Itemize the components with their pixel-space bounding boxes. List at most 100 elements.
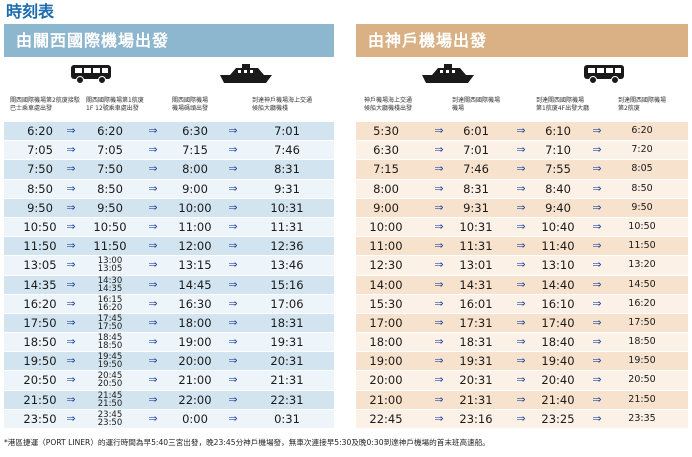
table-row: 11:50 11:50 12:00 12:36 ⇒ ⇒ ⇒: [4, 237, 334, 257]
time-cell: 8:31: [274, 162, 300, 177]
arrow-icon: ⇒: [228, 373, 238, 387]
table-row: 19:00 19:31 19:40 19:50 ⇒ ⇒ ⇒: [356, 352, 688, 372]
ship-icon: [218, 63, 274, 89]
column-header: 關西國際機場第2航廈接駁 巴士乘車處出發: [10, 97, 80, 112]
arrow-icon: ⇒: [592, 277, 602, 291]
arrow-icon: ⇒: [148, 162, 158, 176]
time-cell: 17:50: [628, 316, 656, 328]
time-cell: 9:40: [545, 200, 571, 215]
time-cell: 20:00: [178, 354, 212, 369]
arrow-icon: ⇒: [434, 143, 444, 157]
arrow-icon: ⇒: [516, 200, 526, 214]
time-cell: 7:55: [545, 162, 571, 177]
ship-icon: [420, 63, 476, 89]
arrow-icon: ⇒: [66, 181, 76, 195]
arrow-icon: ⇒: [516, 315, 526, 329]
time-cell: 11:00: [369, 239, 403, 254]
time-cell: 19:45 19:50: [97, 352, 123, 371]
time-cell: 19:00: [178, 335, 212, 350]
arrow-icon: ⇒: [148, 181, 158, 195]
arrow-icon: ⇒: [516, 335, 526, 349]
arrow-icon: ⇒: [434, 411, 444, 425]
time-cell: 23:35: [628, 412, 656, 424]
time-cell: 21:50: [23, 392, 57, 407]
time-cell: 14:50: [628, 278, 656, 290]
arrow-icon: ⇒: [516, 239, 526, 253]
time-cell: 16:20: [628, 297, 656, 309]
arrow-icon: ⇒: [228, 258, 238, 272]
time-cell: 8:00: [182, 162, 208, 177]
time-cell: 21:31: [459, 392, 493, 407]
arrow-icon: ⇒: [516, 219, 526, 233]
arrow-icon: ⇒: [148, 124, 158, 137]
time-cell: 14:40: [541, 277, 575, 292]
time-cell: 5:30: [373, 124, 399, 138]
time-cell: 13:46: [270, 258, 304, 273]
time-cell: 19:31: [459, 354, 493, 369]
time-cell: 7:05: [97, 143, 123, 158]
time-cell: 20:45 20:50: [97, 371, 123, 390]
time-cell: 14:45: [178, 277, 212, 292]
table-row: 12:30 13:01 13:10 13:20 ⇒ ⇒ ⇒: [356, 256, 688, 276]
time-cell: 11:50: [93, 239, 127, 254]
time-cell: 11:00: [178, 219, 212, 234]
column-header: 到達關西國際機場 第1航廈4F出發大廳: [536, 97, 590, 112]
arrow-icon: ⇒: [592, 181, 602, 195]
arrow-icon: ⇒: [516, 124, 526, 137]
time-cell: 18:00: [178, 315, 212, 330]
time-cell: 7:05: [27, 143, 53, 158]
arrow-icon: ⇒: [66, 162, 76, 176]
time-cell: 11:31: [270, 219, 304, 234]
table-row: 22:45 23:16 23:25 23:35 ⇒ ⇒ ⇒: [356, 409, 688, 429]
arrow-icon: ⇒: [516, 162, 526, 176]
time-cell: 7:50: [27, 162, 53, 177]
table-row: 10:00 10:31 10:40 10:50 ⇒ ⇒ ⇒: [356, 217, 688, 238]
arrow-icon: ⇒: [592, 392, 602, 406]
arrow-icon: ⇒: [434, 277, 444, 291]
time-cell: 19:40: [541, 354, 575, 369]
time-cell: 18:45 18:50: [97, 333, 123, 352]
time-cell: 13:05: [23, 258, 57, 273]
table-row: 11:00 11:31 11:40 11:50 ⇒ ⇒ ⇒: [356, 237, 688, 257]
arrow-icon: ⇒: [592, 335, 602, 349]
time-cell: 6:20: [97, 124, 123, 138]
time-cell: 21:31: [270, 373, 304, 388]
table-row: 14:35 14:30 14:35 14:45 15:16 ⇒ ⇒ ⇒: [4, 275, 334, 295]
table-row: 18:50 18:45 18:50 19:00 19:31 ⇒ ⇒ ⇒: [4, 333, 334, 353]
table-row: 20:50 20:45 20:50 21:00 21:31 ⇒ ⇒ ⇒: [4, 371, 334, 391]
right-rows: 5:30 6:01 6:10 6:20 ⇒ ⇒ ⇒ 6:30 7:01 7:10 7:20 ⇒ ⇒ ⇒ 7:…: [356, 122, 688, 429]
arrow-icon: ⇒: [434, 162, 444, 176]
arrow-icon: ⇒: [516, 143, 526, 157]
table-row: 9:50 9:50 10:00 10:31 ⇒ ⇒ ⇒: [4, 198, 334, 218]
time-cell: 17:45 17:50: [97, 313, 123, 332]
arrow-icon: ⇒: [592, 200, 602, 214]
time-cell: 20:31: [459, 373, 493, 388]
arrow-icon: ⇒: [592, 411, 602, 425]
time-cell: 11:50: [23, 239, 57, 254]
time-cell: 9:50: [27, 200, 53, 215]
time-cell: 20:00: [369, 373, 403, 388]
time-cell: 18:50: [628, 336, 656, 348]
time-cell: 18:40: [541, 335, 575, 350]
time-cell: 12:36: [270, 239, 304, 254]
time-cell: 20:40: [541, 373, 575, 388]
time-cell: 19:00: [369, 354, 403, 369]
arrow-icon: ⇒: [148, 373, 158, 387]
arrow-icon: ⇒: [516, 296, 526, 310]
time-cell: 9:31: [274, 181, 300, 196]
time-cell: 19:31: [270, 335, 304, 350]
right-timetable-panel: 由神戶機場出發 神戶機場海上交通 候船大廳機棧出發 到達關西國際機場 機場 到達關西…: [356, 24, 688, 429]
arrow-icon: ⇒: [592, 219, 602, 233]
arrow-icon: ⇒: [516, 373, 526, 387]
time-cell: 16:15 16:20: [97, 294, 123, 313]
arrow-icon: ⇒: [434, 392, 444, 406]
time-cell: 20:50: [628, 374, 656, 386]
table-row: 16:20 16:15 16:20 16:30 17:06 ⇒ ⇒ ⇒: [4, 294, 334, 314]
arrow-icon: ⇒: [66, 296, 76, 310]
table-row: 7:05 7:05 7:15 7:46 ⇒ ⇒ ⇒: [4, 141, 334, 161]
time-cell: 10:31: [270, 200, 304, 215]
time-cell: 17:40: [541, 315, 575, 330]
table-row: 6:20 6:20 6:30 7:01 ⇒ ⇒ ⇒: [4, 122, 334, 142]
arrow-icon: ⇒: [228, 143, 238, 157]
time-cell: 14:00: [369, 277, 403, 292]
